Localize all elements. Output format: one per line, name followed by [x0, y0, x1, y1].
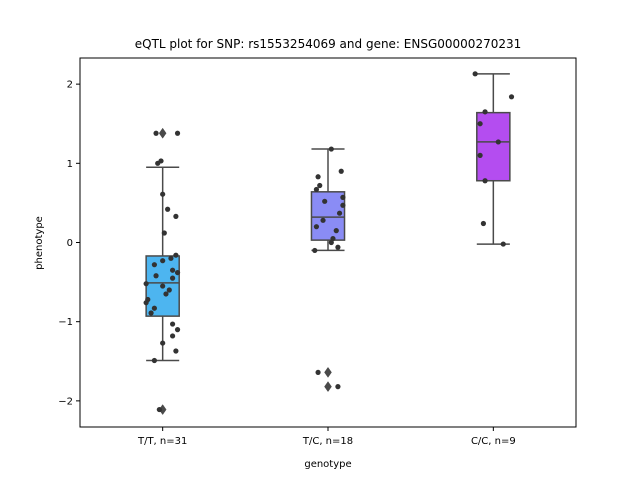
data-point [160, 191, 166, 197]
data-point [169, 267, 176, 273]
data-point [315, 174, 321, 180]
data-point [173, 252, 179, 258]
data-point [163, 291, 169, 297]
data-point [151, 305, 157, 311]
data-point [328, 146, 334, 152]
y-tick-label: −2 [58, 396, 73, 407]
data-point [166, 287, 172, 293]
data-point [335, 384, 341, 390]
data-point [333, 228, 339, 234]
data-point [153, 130, 159, 136]
data-point [495, 139, 501, 145]
data-point [151, 262, 157, 268]
data-point [160, 283, 166, 289]
data-point [477, 121, 483, 127]
y-tick-label: 1 [67, 159, 73, 170]
data-point [340, 194, 346, 200]
x-tick-label: T/T, n=31 [137, 436, 187, 447]
data-point [335, 244, 341, 250]
data-point [160, 340, 166, 346]
data-point [313, 186, 320, 193]
data-point [338, 168, 344, 174]
data-point [508, 94, 515, 100]
data-point [168, 255, 174, 261]
data-point [156, 406, 162, 413]
data-point [155, 160, 161, 166]
data-point [500, 241, 506, 247]
data-point [169, 321, 176, 327]
data-point [328, 239, 334, 246]
outlier-marker [324, 366, 332, 378]
data-point [315, 369, 321, 375]
data-point [482, 109, 488, 115]
data-point [477, 152, 483, 158]
data-point [322, 198, 328, 204]
iqr-box [310, 191, 346, 241]
data-point [169, 275, 176, 281]
y-tick-label: 2 [67, 80, 73, 91]
data-point [143, 281, 149, 287]
data-point [169, 333, 176, 339]
data-point [317, 182, 323, 189]
data-point [174, 327, 181, 333]
y-axis-label: phenotype [34, 216, 45, 270]
data-point [160, 258, 166, 264]
x-tick-label: T/C, n=18 [302, 436, 353, 447]
outlier-marker [158, 127, 167, 139]
data-point [320, 217, 326, 223]
data-point [340, 202, 346, 208]
data-point [148, 310, 154, 316]
data-point [161, 230, 167, 236]
plot-area: −2 −1 0 1 2 T/T, n=31 T/C, n=18 C/C, n=9 [58, 71, 516, 447]
data-point [173, 213, 179, 219]
data-point [174, 130, 181, 136]
x-axis-label: genotype [304, 459, 351, 470]
data-point [330, 235, 336, 242]
data-point [151, 357, 157, 364]
chart-title: eQTL plot for SNP: rs1553254069 and gene… [135, 37, 522, 51]
data-point [153, 273, 159, 279]
data-point [174, 269, 181, 276]
x-tick-label: C/C, n=9 [471, 436, 516, 447]
data-point [173, 348, 179, 354]
data-point [312, 247, 318, 254]
data-point [313, 224, 320, 230]
y-tick-label: 0 [67, 238, 73, 249]
data-point [143, 300, 149, 306]
data-point [482, 178, 488, 184]
outlier-marker [324, 381, 332, 393]
plot-frame [79, 57, 577, 428]
data-point [480, 220, 487, 227]
data-point [336, 210, 343, 216]
y-tick-label: −1 [58, 317, 73, 328]
data-point [472, 71, 478, 77]
data-point [165, 206, 171, 212]
